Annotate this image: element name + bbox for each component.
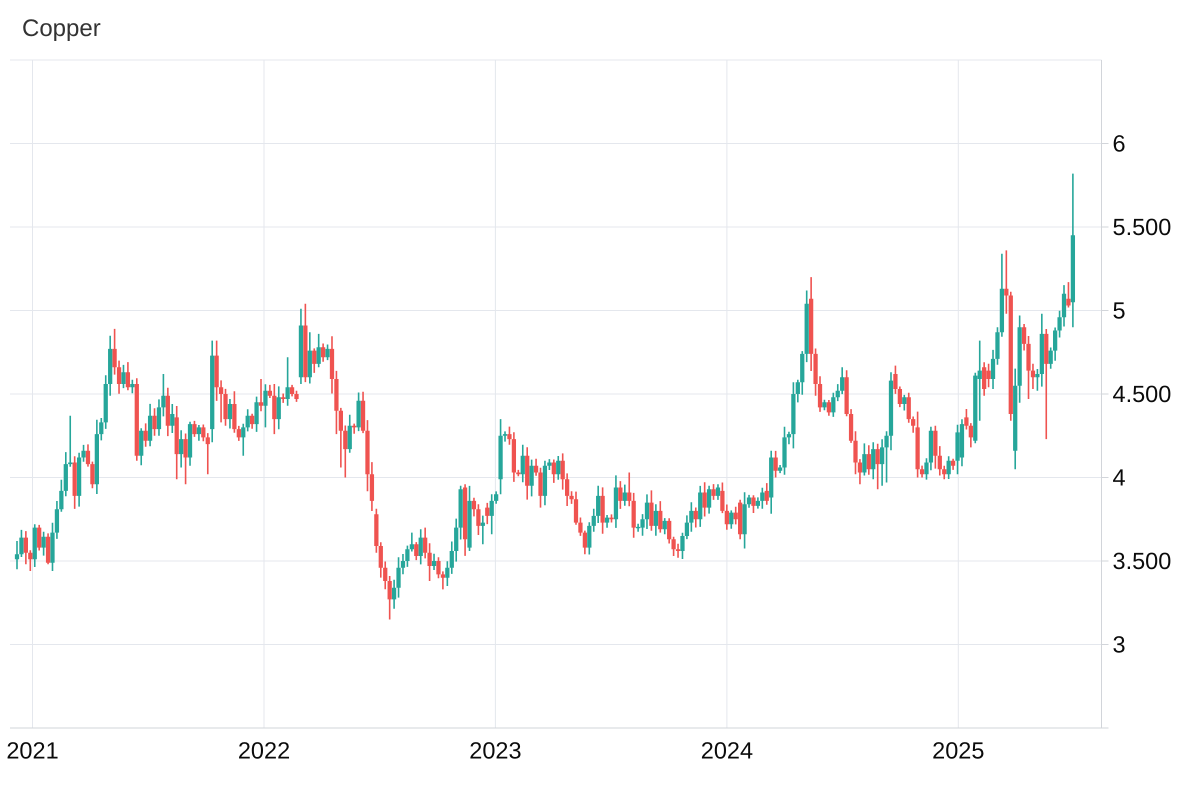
svg-text:2025: 2025 xyxy=(932,738,984,764)
svg-text:2024: 2024 xyxy=(701,738,753,764)
svg-text:2023: 2023 xyxy=(469,738,521,764)
svg-text:4: 4 xyxy=(1113,465,1126,491)
svg-text:5: 5 xyxy=(1113,298,1126,324)
svg-text:4.500: 4.500 xyxy=(1113,381,1172,407)
svg-text:2021: 2021 xyxy=(6,738,58,764)
svg-text:3.500: 3.500 xyxy=(1113,548,1172,574)
svg-text:6: 6 xyxy=(1113,131,1126,157)
svg-text:2022: 2022 xyxy=(238,738,290,764)
svg-text:3: 3 xyxy=(1113,632,1126,658)
svg-text:5.500: 5.500 xyxy=(1113,214,1172,240)
